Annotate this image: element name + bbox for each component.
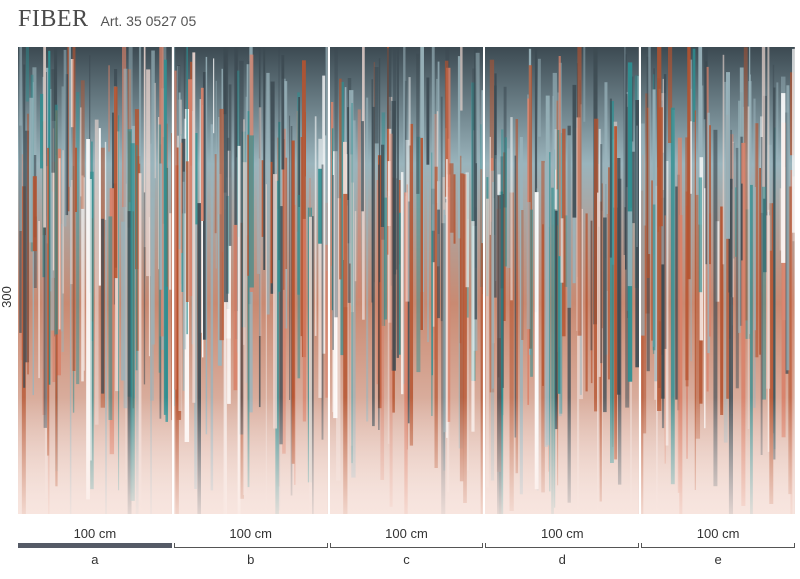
panel-d[interactable] xyxy=(485,47,640,514)
panel-width-label: 100 cm xyxy=(73,526,117,541)
product-title: FIBER xyxy=(18,6,89,32)
panel-letter: a xyxy=(91,552,99,567)
panel-e[interactable] xyxy=(641,47,795,514)
dimension-e[interactable]: 100 cm e xyxy=(641,526,795,567)
panel-width-label: 100 cm xyxy=(696,526,740,541)
panel-letter: c xyxy=(403,552,410,567)
panel-letter: d xyxy=(558,552,566,567)
panel-width-label: 100 cm xyxy=(229,526,273,541)
panel-c[interactable] xyxy=(329,47,484,514)
dimension-d[interactable]: 100 cm d xyxy=(485,526,640,567)
panel-b[interactable] xyxy=(173,47,328,514)
panel-selector-bar[interactable] xyxy=(173,543,328,548)
panel-c-artwork xyxy=(329,47,484,514)
panel-selector-bar[interactable] xyxy=(485,543,640,548)
dimension-c[interactable]: 100 cm c xyxy=(329,526,484,567)
panel-selector-bar[interactable] xyxy=(18,543,172,548)
panel-width-label: 100 cm xyxy=(385,526,428,541)
panel-a-artwork xyxy=(18,47,172,514)
panel-width-label: 100 cm xyxy=(540,526,584,541)
panel-d-artwork xyxy=(485,47,640,514)
panel-b-artwork xyxy=(173,47,328,514)
article-number: Art. 35 0527 05 xyxy=(100,13,197,29)
panel-e-artwork xyxy=(641,47,795,514)
panel-selector-bar[interactable] xyxy=(641,543,795,548)
header: FIBER Art. 35 0527 05 xyxy=(18,6,196,36)
mural-panels xyxy=(18,47,795,514)
panel-letter: e xyxy=(714,552,722,567)
panel-selector-bar[interactable] xyxy=(329,543,484,548)
dimension-a[interactable]: 100 cm a xyxy=(18,526,172,567)
panel-dimensions: 100 cm a 100 cm b 100 cm c 100 cm d 100 … xyxy=(18,526,795,567)
panel-letter: b xyxy=(247,552,255,567)
panel-a[interactable] xyxy=(18,47,172,514)
dimension-b[interactable]: 100 cm b xyxy=(173,526,328,567)
